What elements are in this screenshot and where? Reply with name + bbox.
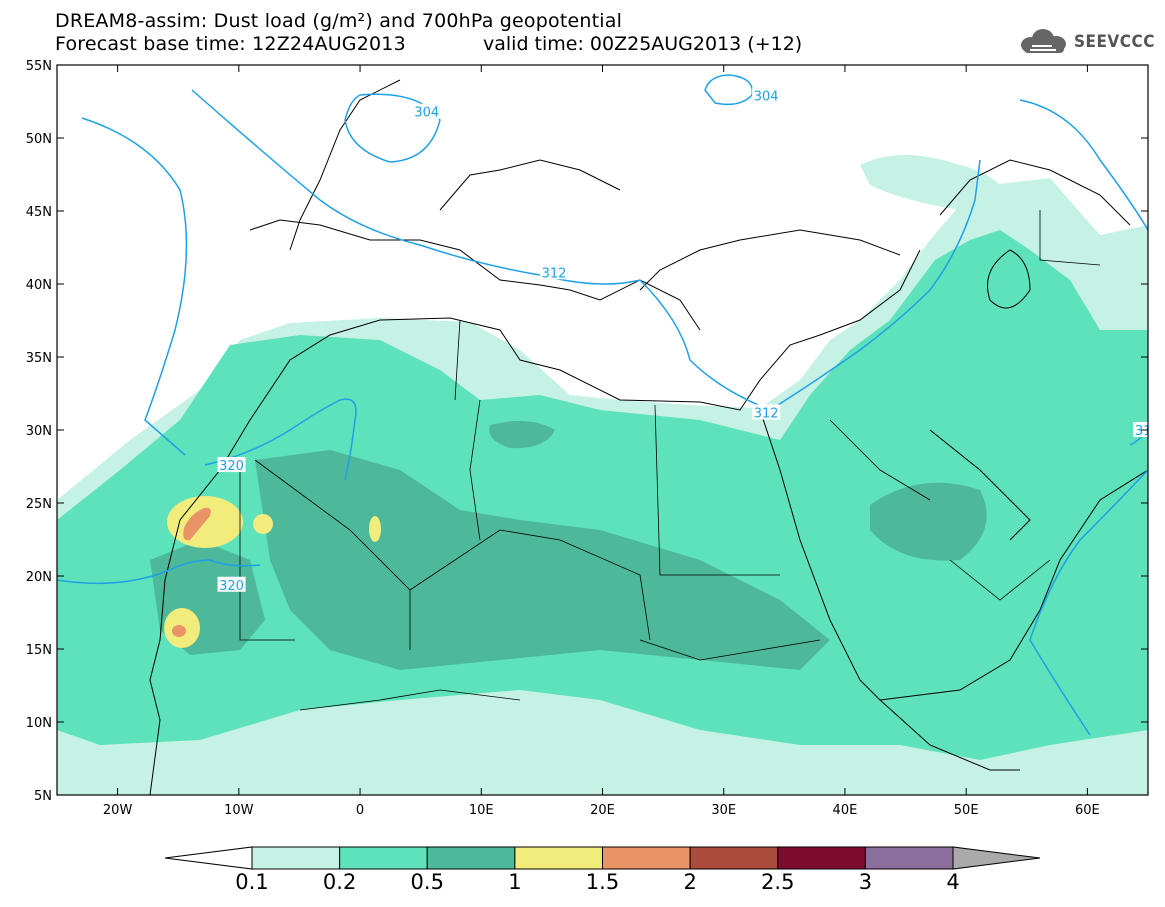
map-title: DREAM8-assim: Dust load (g/m²) and 700hP… bbox=[55, 10, 623, 32]
lat-tick-label: 50N bbox=[26, 132, 52, 147]
dust-region-heavy bbox=[255, 450, 830, 670]
lat-tick-label: 40N bbox=[26, 278, 52, 293]
colorbar-label: 1 bbox=[508, 870, 521, 894]
colorbar-swatch bbox=[689, 846, 779, 870]
lon-tick-label: 0 bbox=[356, 803, 364, 818]
logo-text: SEEVCCC bbox=[1074, 32, 1155, 52]
lat-tick-label: 35N bbox=[26, 351, 52, 366]
dust-spot-b bbox=[369, 516, 381, 542]
contour-label: 304 bbox=[412, 103, 441, 121]
colorbar-swatch bbox=[514, 846, 603, 870]
dust-spot-a bbox=[253, 514, 273, 534]
lat-tick-label: 15N bbox=[26, 643, 52, 658]
lon-tick-label: 40E bbox=[833, 803, 858, 818]
lon-tick-label: 20E bbox=[590, 803, 615, 818]
map-axes: 20W 10W 0 10E 20E 30E 40E 50E 60E 55N 50N 45N 40N 35N… bbox=[26, 59, 1148, 818]
lon-tick-label: 10E bbox=[469, 803, 494, 818]
contour-label-text: 304 bbox=[754, 90, 779, 105]
geopotential-contours bbox=[57, 74, 1148, 736]
dust-region-heavy-arabia bbox=[870, 482, 987, 561]
contour-label: 320 bbox=[217, 576, 246, 594]
contour-label-text: 312 bbox=[754, 406, 779, 421]
dust-map: 304 304 312 312 320 320 31 bbox=[57, 65, 1152, 795]
colorbar-label: 0.5 bbox=[411, 870, 444, 894]
colorbar-label: 0.2 bbox=[323, 870, 356, 894]
contour-label-text: 320 bbox=[219, 459, 244, 474]
colorbar-swatch bbox=[602, 846, 691, 870]
dust-region-light-north bbox=[860, 155, 1010, 210]
colorbar: 0.1 0.2 0.5 1 1.5 2 2.5 3 4 bbox=[164, 846, 1041, 894]
contour-label: 304 bbox=[752, 87, 781, 105]
colorbar-label: 0.1 bbox=[235, 870, 268, 894]
contour-label: 312 bbox=[752, 404, 781, 421]
contour-label: 31 bbox=[1133, 422, 1152, 439]
lon-tick-label: 60E bbox=[1075, 803, 1100, 818]
colorbar-extend-high bbox=[952, 846, 1041, 870]
dust-peak-senegal bbox=[172, 625, 186, 637]
colorbar-label: 4 bbox=[946, 870, 959, 894]
colorbar-label: 2.5 bbox=[761, 870, 794, 894]
colorbar-extend-low bbox=[164, 846, 253, 870]
lat-tick-label: 5N bbox=[34, 789, 52, 804]
country-borders bbox=[239, 210, 1101, 711]
lat-tick-label: 20N bbox=[26, 570, 52, 585]
contour-label-text: 31 bbox=[1135, 424, 1152, 439]
lat-tick-label: 30N bbox=[26, 424, 52, 439]
dust-region-heavy-libya bbox=[489, 421, 555, 449]
contour-label-text: 320 bbox=[219, 579, 244, 594]
colorbar-swatch bbox=[777, 846, 866, 870]
lat-tick-label: 25N bbox=[26, 497, 52, 512]
colorbar-label: 3 bbox=[859, 870, 872, 894]
lon-tick-label: 50E bbox=[954, 803, 979, 818]
cloud-logo-icon bbox=[1021, 29, 1066, 53]
contour-label-text: 312 bbox=[542, 266, 567, 281]
coastlines bbox=[149, 79, 1148, 795]
forecast-base-time: Forecast base time: 12Z24AUG2013 bbox=[55, 33, 406, 55]
lon-tick-label: 10W bbox=[224, 803, 254, 818]
dust-peak-mauritania bbox=[183, 507, 211, 541]
contour-label: 320 bbox=[217, 457, 246, 474]
colorbar-swatch bbox=[864, 846, 954, 870]
colorbar-label: 2 bbox=[683, 870, 696, 894]
contour-label: 312 bbox=[540, 264, 569, 281]
valid-time: valid time: 00Z25AUG2013 (+12) bbox=[483, 33, 803, 55]
colorbar-swatch bbox=[339, 846, 428, 870]
colorbar-swatch bbox=[426, 846, 516, 870]
lat-tick-label: 10N bbox=[26, 716, 52, 731]
lat-tick-label: 55N bbox=[26, 59, 52, 74]
lon-tick-label: 30E bbox=[711, 803, 736, 818]
colorbar-label: 1.5 bbox=[586, 870, 619, 894]
contour-label-text: 304 bbox=[414, 106, 439, 121]
lon-tick-label: 20W bbox=[103, 803, 133, 818]
colorbar-swatch bbox=[251, 846, 341, 870]
lat-tick-label: 45N bbox=[26, 205, 52, 220]
